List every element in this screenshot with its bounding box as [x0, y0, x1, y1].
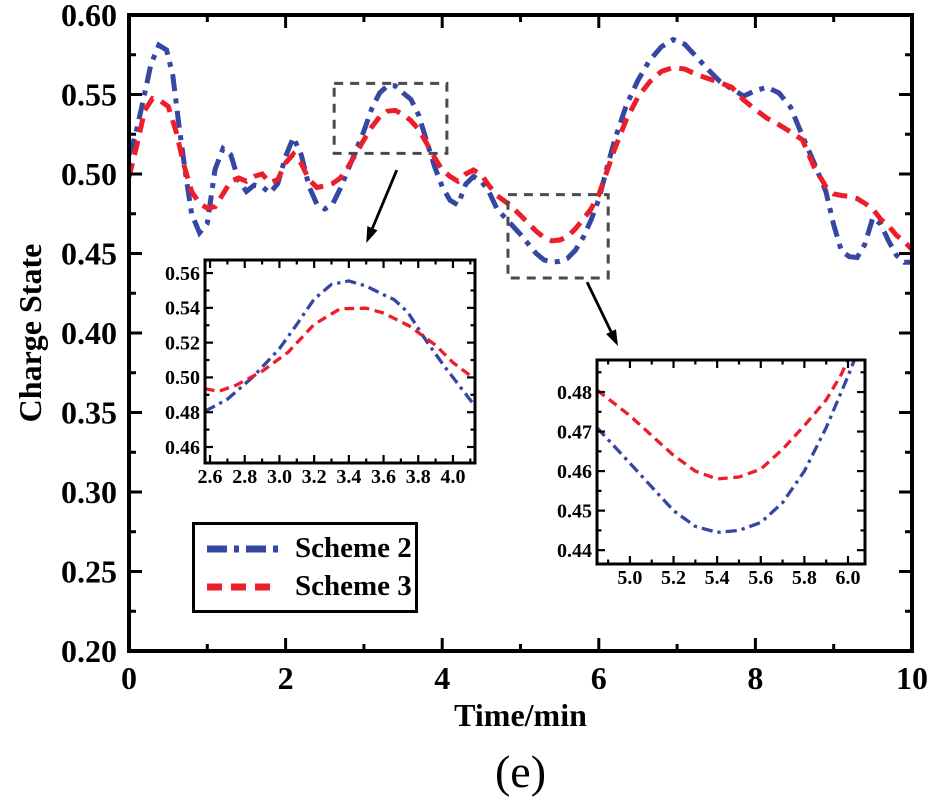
scheme-3-dash-line-icon	[207, 583, 279, 590]
inset1-x-tick-label: 3.4	[336, 466, 361, 488]
main-y-tick-label: 0.45	[61, 235, 117, 271]
inset2-chart-group: 5.0 5.2 5.4 5.6 5.8 6.0 0.44 0.45 0.46 0.47 0.48	[557, 358, 867, 589]
main-y-tick-label: 0.55	[61, 76, 117, 112]
main-series-scheme-2	[129, 36, 912, 265]
legend-label-scheme-3: Scheme 3	[295, 570, 412, 602]
main-x-tick-label: 6	[591, 660, 607, 696]
main-x-tick-label: 4	[434, 660, 450, 696]
inset2-series-scheme-3	[597, 360, 850, 481]
legend-label-scheme-2: Scheme 2	[295, 532, 412, 564]
main-y-tick-label: 0.20	[61, 633, 117, 669]
inset1-y-tick-label: 0.46	[165, 437, 200, 459]
main-x-tick-label: 8	[747, 660, 763, 696]
main-y-tick-label: 0.50	[61, 156, 117, 192]
inset2-x-tick-label: 5.0	[617, 567, 642, 589]
inset1-x-tick-label: 4.0	[440, 466, 465, 488]
main-y-tick-label: 0.35	[61, 394, 117, 430]
inset2-x-tick-label: 5.4	[705, 567, 730, 589]
legend-box: Scheme 2 Scheme 3	[192, 522, 418, 613]
inset1-series-scheme-3	[205, 306, 475, 394]
inset1-plot-border	[203, 258, 477, 465]
annotation-arrowhead-icon	[606, 329, 618, 347]
annotation-arrow-line	[371, 169, 399, 229]
inset2-x-tick-label: 6.0	[835, 567, 860, 589]
main-y-tick-label: 0.40	[61, 315, 117, 351]
inset2-y-tick-label: 0.46	[557, 461, 592, 483]
zoom-region-box	[332, 81, 449, 155]
inset1-x-tick-label: 3.8	[406, 466, 431, 488]
inset1-y-tick-label: 0.56	[165, 263, 200, 285]
legend-item-scheme-2: Scheme 2	[204, 534, 415, 563]
inset2-y-tick-label: 0.47	[557, 421, 592, 443]
inset1-x-tick-label: 3.2	[302, 466, 327, 488]
inset1-x-tick-label: 2.8	[232, 466, 257, 488]
annotation-arrowhead-icon	[366, 226, 378, 244]
x-axis-title: Time/min	[454, 697, 587, 733]
inset2-series-scheme-2	[597, 360, 857, 535]
inset1-series-scheme-2	[205, 279, 475, 413]
inset1-x-tick-label: 2.6	[198, 466, 223, 488]
scheme-2-dashdot-line-icon	[207, 545, 279, 552]
inset2-x-tick-label: 5.6	[748, 567, 773, 589]
main-chart-group: 0 2 4 6 8 10 0.20 0.25 0.30 0.35 0.40 0.45 0.50 0.55 0…	[61, 0, 928, 696]
main-y-tick-label: 0.60	[61, 0, 117, 33]
main-x-tick-label: 2	[278, 660, 294, 696]
inset2-plot-border	[595, 358, 867, 566]
main-y-tick-label: 0.30	[61, 474, 117, 510]
inset2-x-tick-label: 5.8	[792, 567, 817, 589]
y-axis-title: Charge State	[12, 243, 48, 423]
main-series-scheme-3	[129, 64, 912, 252]
inset2-y-tick-label: 0.45	[557, 500, 592, 522]
main-x-tick-label: 0	[121, 660, 137, 696]
inset1-y-tick-label: 0.54	[165, 298, 200, 320]
inset1-x-tick-label: 3.6	[371, 466, 396, 488]
inset2-y-tick-label: 0.44	[557, 540, 592, 562]
inset1-y-tick-label: 0.48	[165, 402, 200, 424]
inset1-y-tick-label: 0.50	[165, 367, 200, 389]
inset1-y-tick-label: 0.52	[165, 332, 200, 354]
inset2-y-tick-label: 0.48	[557, 382, 592, 404]
main-y-tick-label: 0.25	[61, 553, 117, 589]
legend-item-scheme-3: Scheme 3	[204, 572, 415, 601]
zoom-region-box	[506, 193, 610, 280]
inset1-chart-group: 2.6 2.8 3.0 3.2 3.4 3.6 3.8 4.0 0.46 0.48 0.50 0.52…	[165, 258, 477, 488]
annotation-arrow-line	[585, 281, 613, 333]
inset2-x-tick-label: 5.2	[661, 567, 686, 589]
inset1-x-tick-label: 3.0	[267, 466, 292, 488]
main-x-tick-label: 10	[896, 660, 928, 696]
figure-caption: (e)	[494, 746, 547, 797]
